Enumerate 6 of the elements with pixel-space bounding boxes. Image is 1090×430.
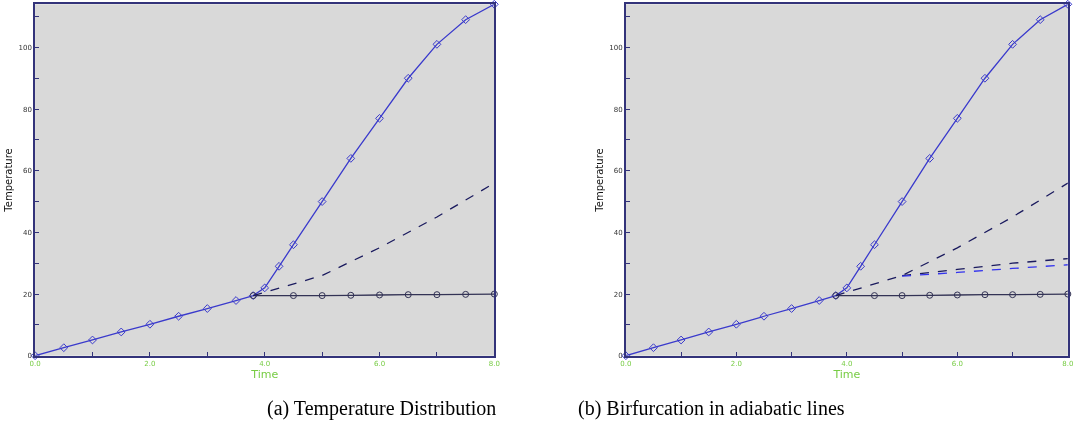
text: (b) Birfurcation in adiabatic lines — [578, 397, 845, 420]
y-axis-title: Temperature — [593, 148, 605, 213]
x-axis-title: Time — [250, 367, 279, 381]
x-axis-title: Time — [832, 367, 861, 381]
y-axis-title: Temperature — [3, 148, 15, 213]
text: (a) Temperature Distribution — [267, 397, 497, 420]
